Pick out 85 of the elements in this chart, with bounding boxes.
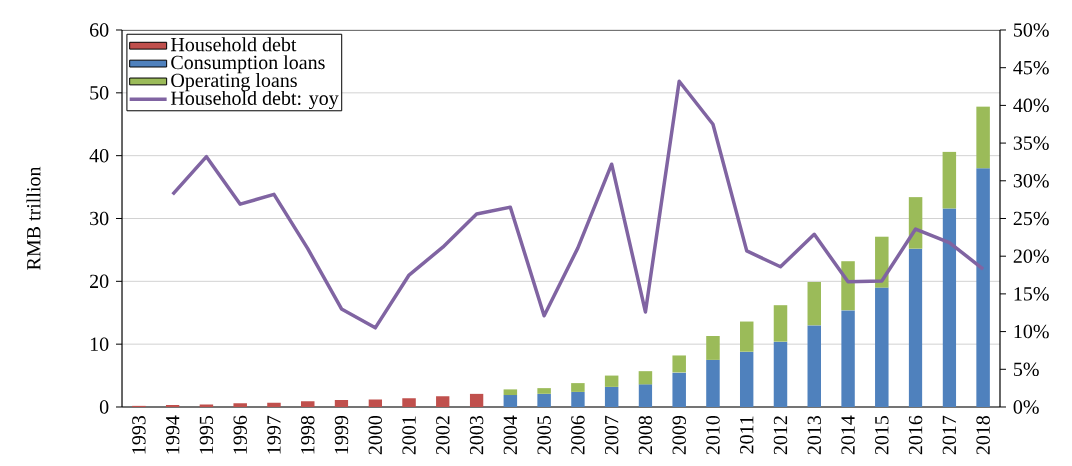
x-tick-label: 2017 <box>942 415 957 455</box>
x-tick-label: 2012 <box>773 416 788 455</box>
bar <box>604 375 619 387</box>
legend-label: Consumption loans <box>171 55 325 74</box>
x-tick-label: 2007 <box>604 415 619 455</box>
bar <box>638 371 653 385</box>
bar <box>638 384 653 407</box>
bar <box>300 401 315 407</box>
bar <box>908 248 923 407</box>
bar <box>469 393 484 407</box>
y2-tick-label: 5% <box>1014 362 1039 377</box>
y2-tick-label: 50% <box>1014 23 1049 37</box>
y-axis-title: RMB trillion <box>26 166 41 270</box>
bar <box>976 168 990 407</box>
x-tick-label: 2015 <box>875 415 889 455</box>
y2-tick-label: 0% <box>1013 400 1039 414</box>
x-tick-label: 1995 <box>199 415 214 454</box>
x-tick-label: 2002 <box>436 416 450 455</box>
y-tick-label: 0 <box>99 400 109 414</box>
bar <box>773 305 788 342</box>
y2-tick-label: 40% <box>1013 98 1049 113</box>
bar <box>672 355 686 373</box>
y2-tick-label: 35% <box>1013 136 1049 150</box>
bar <box>199 404 214 407</box>
x-tick-label: 2014 <box>841 415 855 455</box>
y-tick-label: 60 <box>90 23 109 37</box>
x-tick-label: 2000 <box>368 415 383 455</box>
bar <box>807 325 822 407</box>
legend-label: Household debt <box>170 37 297 52</box>
bar <box>571 391 585 407</box>
x-tick-label: 2016 <box>908 415 923 455</box>
x-tick-label: 1999 <box>334 416 349 454</box>
bar <box>436 396 450 407</box>
bar <box>537 388 551 394</box>
x-tick-label: 2005 <box>537 415 551 455</box>
x-tick-label: 2018 <box>976 415 990 455</box>
bar <box>334 400 349 407</box>
y2-tick-label: 20% <box>1013 249 1049 263</box>
bar <box>672 372 686 407</box>
bar <box>503 395 518 407</box>
x-tick-label: 2010 <box>706 415 720 455</box>
x-tick-label: 2011 <box>739 416 754 454</box>
bar <box>739 351 754 407</box>
bar <box>841 310 855 407</box>
y2-tick-label: 45% <box>1013 60 1049 75</box>
x-tick-label: 2004 <box>503 415 518 455</box>
bar <box>976 106 990 169</box>
y2-tick-label: 10% <box>1014 324 1049 339</box>
bar <box>604 386 619 407</box>
bar <box>739 321 754 352</box>
bar <box>537 393 551 407</box>
x-tick-label: 1997 <box>267 415 281 454</box>
y-tick-label: 20 <box>90 274 109 289</box>
y2-tick-label: 15% <box>1014 287 1049 301</box>
bar <box>875 287 889 407</box>
x-tick-label: 2003 <box>469 415 484 455</box>
bar <box>571 383 585 392</box>
bar <box>942 208 957 407</box>
bar <box>233 403 247 407</box>
x-tick-label: 2009 <box>672 416 686 455</box>
bar <box>807 281 822 326</box>
x-tick-label: 1996 <box>233 415 247 454</box>
x-tick-label: 2001 <box>402 416 416 455</box>
x-tick-label: 2006 <box>571 415 585 455</box>
x-tick-label: 2013 <box>807 415 822 455</box>
legend-label: Household debt: yoy <box>170 90 339 110</box>
x-tick-label: 1993 <box>132 415 146 454</box>
y-tick-label: 10 <box>90 337 109 351</box>
legend-label: Operating loans <box>171 73 297 92</box>
x-tick-label: 2008 <box>638 415 653 455</box>
y2-tick-label: 30% <box>1013 174 1049 188</box>
y2-tick-label: 25% <box>1013 211 1049 226</box>
y-tick-label: 40 <box>89 148 109 163</box>
bar <box>402 398 416 407</box>
bar <box>875 236 889 288</box>
bar <box>503 389 518 396</box>
bar <box>773 341 788 407</box>
bar <box>706 335 720 360</box>
bar <box>706 359 720 407</box>
y-tick-label: 50 <box>90 86 109 100</box>
x-tick-label: 1998 <box>300 415 315 454</box>
x-tick-label: 1994 <box>165 415 180 454</box>
y-tick-label: 30 <box>90 211 109 226</box>
bar <box>942 151 957 209</box>
bar <box>368 399 383 407</box>
